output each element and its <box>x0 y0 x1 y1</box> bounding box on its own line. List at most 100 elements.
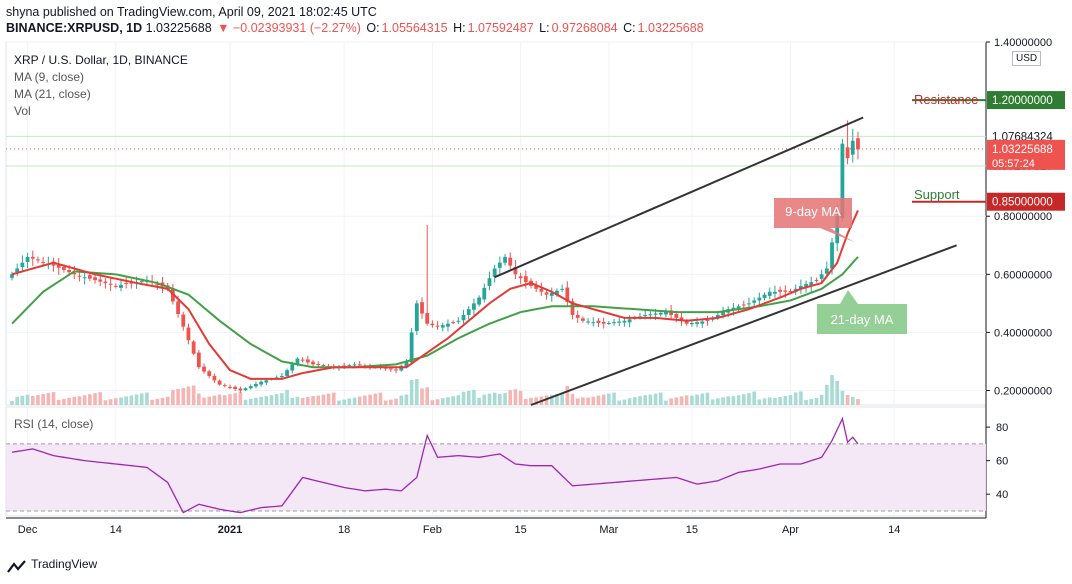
volume-bar <box>524 398 528 405</box>
volume-bar <box>20 395 25 405</box>
candle-body <box>316 364 321 366</box>
volume-bar <box>549 394 554 405</box>
candle-body <box>824 268 829 274</box>
volume-bar <box>316 395 321 405</box>
candle-body <box>20 262 25 268</box>
candle-body <box>674 313 679 318</box>
candle-body <box>804 284 808 288</box>
candle-body <box>560 288 565 290</box>
volume-bar <box>638 396 642 405</box>
volume-bar <box>41 394 45 405</box>
high-label: H: <box>453 21 466 35</box>
volume-bar <box>300 397 305 405</box>
tradingview-footer: TradingView <box>6 557 97 573</box>
volume-bar <box>508 390 513 405</box>
candle-body <box>264 380 269 383</box>
time-tick-label: Feb <box>423 524 442 536</box>
last-price-label-countdown: 05:57:24 <box>992 158 1035 170</box>
candle-body <box>508 257 513 266</box>
volume-bar <box>747 393 751 405</box>
volume-bar <box>62 398 66 405</box>
volume-bar <box>819 394 824 405</box>
candle-body <box>228 386 232 388</box>
volume-bar <box>586 397 590 405</box>
volume-bar <box>529 397 533 405</box>
volume-bar <box>368 394 372 405</box>
volume-bar <box>36 395 40 405</box>
volume-bar <box>197 393 201 405</box>
volume-bar <box>243 399 248 405</box>
volume-bar <box>607 393 611 405</box>
last-price-label-bg <box>987 139 1065 170</box>
candle-body <box>243 388 248 391</box>
volume-bar <box>274 394 279 405</box>
candle-body <box>617 321 622 323</box>
candle-body <box>212 375 217 381</box>
time-tick-label: 2021 <box>218 524 242 536</box>
candle-body <box>503 256 507 263</box>
rsi-title: RSI (14, close) <box>14 417 93 431</box>
open-value: 1.05564315 <box>381 21 448 35</box>
close-label: C: <box>623 21 636 35</box>
time-tick-label: 15 <box>514 524 526 536</box>
volume-bar <box>378 392 383 405</box>
lower-channel-line <box>530 244 957 406</box>
volume-bar <box>591 396 596 405</box>
volume-bar <box>25 394 30 405</box>
candle-body <box>103 281 108 284</box>
volume-bar <box>856 399 860 405</box>
volume-bar <box>409 380 414 405</box>
candle-body <box>217 380 222 385</box>
volume-bar <box>581 397 585 405</box>
ma21-line <box>11 256 859 369</box>
volume-bar <box>389 399 393 405</box>
volume-bar <box>601 394 606 405</box>
volume-bar <box>845 395 850 405</box>
volume-bar <box>155 398 160 405</box>
volume-bar <box>633 397 637 405</box>
rsi-tick-label: 80 <box>996 422 1008 434</box>
candle-body <box>342 365 347 367</box>
candle-body <box>819 274 824 279</box>
volume-bar <box>119 397 123 405</box>
candle-body <box>25 256 30 262</box>
volume-bar <box>565 385 570 405</box>
volume-bar <box>617 400 622 405</box>
candle-body <box>534 285 539 289</box>
candle-body <box>98 279 103 282</box>
legend-ma21: MA (21, close) <box>14 87 91 101</box>
volume-bar <box>248 398 253 405</box>
candle-body <box>581 318 585 321</box>
volume-bar <box>622 399 627 405</box>
volume-bar <box>430 400 435 405</box>
candle-body <box>482 287 487 300</box>
candle-body <box>279 375 284 378</box>
candle-body <box>124 283 129 285</box>
close-value: 1.03225688 <box>637 21 704 35</box>
volume-bar <box>259 396 263 405</box>
candle-body <box>248 386 253 389</box>
volume-bar <box>207 396 212 405</box>
currency-badge[interactable]: USD <box>1012 51 1042 66</box>
volume-bar <box>321 394 326 405</box>
time-tick-label: 18 <box>338 524 350 536</box>
candle-body <box>181 314 186 327</box>
volume-bar <box>72 396 77 405</box>
candle-body <box>575 314 580 318</box>
volume-bar <box>394 398 398 405</box>
time-tick-label: 14 <box>110 524 122 536</box>
volume-bar <box>466 390 471 405</box>
volume-bar <box>570 393 575 405</box>
candle-body <box>207 371 212 376</box>
volume-bar <box>627 398 632 405</box>
volume-bar <box>684 395 689 405</box>
candle-body <box>814 280 819 282</box>
volume-bar <box>129 395 134 405</box>
last-price: 1.03225688 <box>145 21 212 35</box>
support-price-label: 0.85000000 <box>992 197 1053 209</box>
volume-bar <box>290 397 295 405</box>
volume-bar <box>269 395 274 405</box>
volume-bar <box>752 391 756 405</box>
volume-bar <box>181 388 186 405</box>
